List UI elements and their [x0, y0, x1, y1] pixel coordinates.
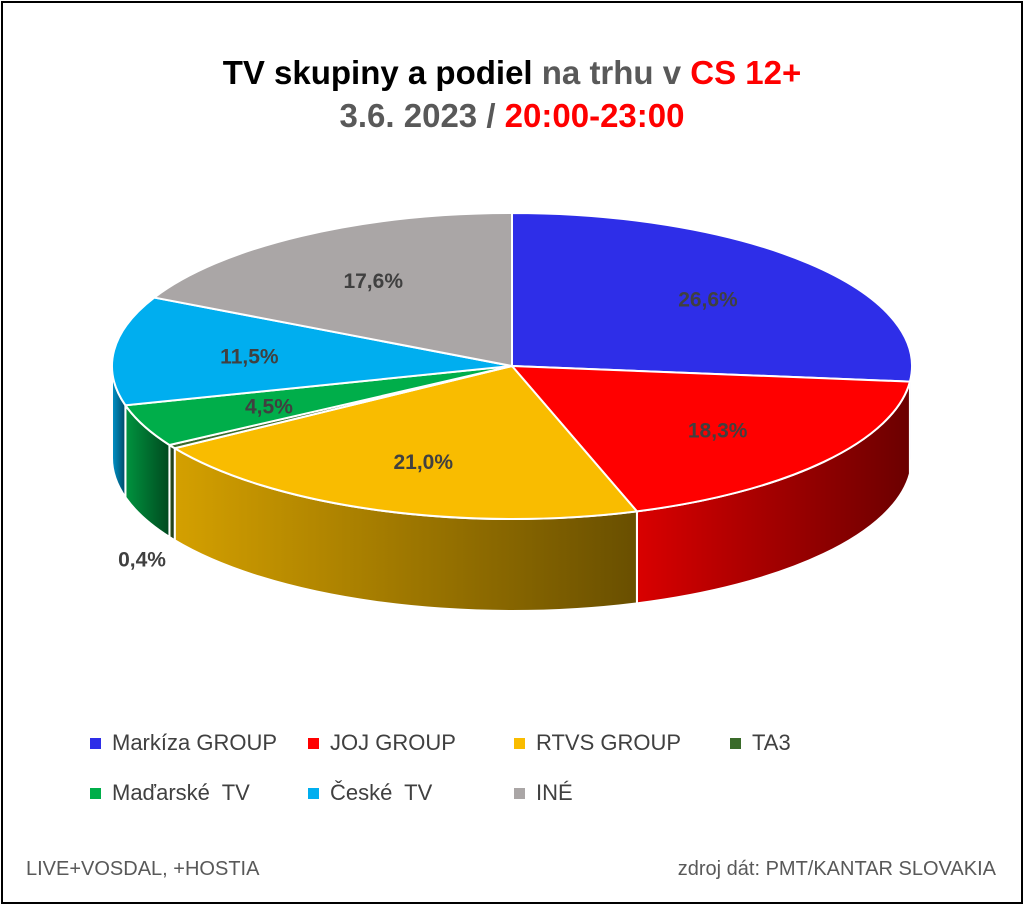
- legend-swatch: [730, 737, 741, 749]
- legend-label: TA3: [752, 730, 791, 755]
- footer-source: zdroj dát: PMT/KANTAR SLOVAKIA: [677, 858, 996, 880]
- legend-item-markiza-group: Markíza GROUP: [90, 730, 277, 756]
- subtitle-date: 3.6. 2023 /: [339, 97, 496, 134]
- footer-note: LIVE+VOSDAL, +HOSTIA: [26, 858, 260, 880]
- legend-item-rtvs-group: RTVS GROUP: [514, 730, 681, 756]
- slice-markiza-group: [511, 212, 913, 383]
- legend-label: INÉ: [536, 780, 573, 805]
- legend-item-ta3: TA3: [730, 730, 791, 756]
- legend-swatch: [308, 787, 319, 799]
- legend-item-joj-group: JOJ GROUP: [308, 730, 456, 756]
- legend-swatch: [514, 737, 525, 749]
- data-label-rtvs-group: 21,0%: [393, 451, 453, 474]
- title-part-2: na trhu v: [541, 54, 682, 91]
- legend-swatch: [514, 787, 525, 799]
- title-part-1: TV skupiny a podiel: [222, 54, 533, 91]
- slice-rtvs-group: [173, 365, 638, 520]
- legend-swatch: [90, 787, 101, 799]
- legend-item-madarske-tv: Maďarské TV: [90, 780, 250, 806]
- legend-label: RTVS GROUP: [536, 730, 682, 755]
- data-label-joj-group: 18,3%: [688, 419, 748, 442]
- legend-label: Markíza GROUP: [112, 730, 278, 755]
- data-label-ine: 17,6%: [343, 270, 403, 293]
- legend-item-ine: INÉ: [514, 780, 573, 806]
- slice-ine: [153, 212, 513, 367]
- legend-label: České TV: [330, 780, 433, 805]
- data-label-ceske-tv: 11,5%: [220, 346, 279, 369]
- legend-swatch: [308, 737, 319, 749]
- legend-item-ceske-tv: České TV: [308, 780, 432, 806]
- data-label-madarske-tv: 4,5%: [245, 395, 293, 418]
- legend-label: Maďarské TV: [112, 780, 250, 805]
- title-part-3: CS 12+: [690, 54, 802, 91]
- slice-ceske-tv: [111, 296, 513, 407]
- chart-title: TV skupiny a podiel na trhu v CS 12+: [0, 48, 1024, 98]
- data-label-markiza-group: 26,6%: [678, 288, 738, 311]
- slice-joj-group: [511, 365, 911, 513]
- chart-subtitle: 3.6. 2023 / 20:00-23:00: [0, 94, 1024, 138]
- subtitle-time: 20:00-23:00: [504, 97, 685, 134]
- data-label-ta3: 0,4%: [118, 549, 166, 572]
- legend-label: JOJ GROUP: [330, 730, 456, 755]
- legend-swatch: [90, 737, 101, 749]
